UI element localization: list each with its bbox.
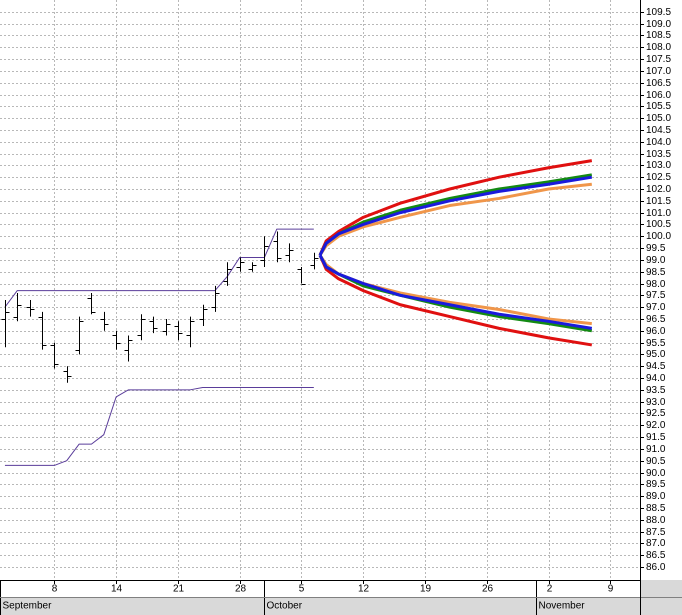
y-tick-label: 86.0	[646, 562, 666, 573]
line-series	[318, 159, 593, 256]
y-tick-label: 105.5	[646, 101, 671, 112]
x-tick-label: 5	[299, 584, 305, 595]
y-tick-label: 107.0	[646, 66, 671, 77]
y-tick-label: 89.0	[646, 491, 666, 502]
y-tick-label: 102.0	[646, 184, 671, 195]
y-tick-label: 104.0	[646, 137, 671, 148]
y-tick-label: 96.0	[646, 326, 666, 337]
y-tick-label: 88.0	[646, 515, 666, 526]
y-tick-label: 106.5	[646, 78, 671, 89]
y-tick-label: 102.5	[646, 172, 671, 183]
month-label: October	[267, 601, 303, 612]
x-tick-label: 21	[173, 584, 185, 595]
y-tick-label: 94.0	[646, 373, 666, 384]
y-tick-label: 97.0	[646, 302, 666, 313]
month-label: November	[539, 601, 586, 612]
month-strip	[0, 597, 682, 615]
y-tick-label: 95.5	[646, 338, 666, 349]
y-tick-label: 109.5	[646, 7, 671, 18]
y-tick-label: 92.5	[646, 408, 666, 419]
line-series	[318, 175, 593, 256]
month-label: September	[3, 601, 53, 612]
y-tick-label: 97.5	[646, 290, 666, 301]
y-tick-label: 87.5	[646, 527, 666, 538]
y-tick-label: 101.5	[646, 196, 671, 207]
y-tick-label: 103.5	[646, 149, 671, 160]
line-series	[4, 386, 314, 466]
y-tick-label: 93.5	[646, 385, 666, 396]
y-tick-label: 92.0	[646, 420, 666, 431]
y-tick-label: 88.5	[646, 503, 666, 514]
x-tick-label: 9	[608, 584, 614, 595]
y-tick-label: 99.5	[646, 243, 666, 254]
y-tick-label: 96.5	[646, 314, 666, 325]
x-tick-label: 28	[235, 584, 247, 595]
y-tick-label: 100.0	[646, 231, 671, 242]
y-tick-label: 107.5	[646, 54, 671, 65]
line-series	[318, 254, 593, 330]
x-tick-label: 19	[420, 584, 432, 595]
y-tick-label: 87.0	[646, 538, 666, 549]
y-tick-label: 105.0	[646, 113, 671, 124]
y-tick-label: 104.5	[646, 125, 671, 136]
y-tick-label: 91.0	[646, 444, 666, 455]
y-tick-label: 106.0	[646, 90, 671, 101]
y-tick-label: 91.5	[646, 432, 666, 443]
y-tick-label: 99.0	[646, 255, 666, 266]
y-tick-label: 86.5	[646, 550, 666, 561]
y-tick-label: 108.5	[646, 30, 671, 41]
line-series	[318, 254, 593, 347]
y-tick-label: 98.5	[646, 267, 666, 278]
y-tick-label: 94.5	[646, 361, 666, 372]
y-tick-label: 95.0	[646, 349, 666, 360]
line-series	[4, 228, 314, 308]
x-tick-label: 12	[358, 584, 370, 595]
y-tick-label: 109.0	[646, 19, 671, 30]
x-tick-label: 8	[52, 584, 58, 595]
y-tick-label: 103.0	[646, 160, 671, 171]
y-tick-label: 89.5	[646, 479, 666, 490]
y-tick-label: 93.0	[646, 397, 666, 408]
y-tick-label: 98.0	[646, 279, 666, 290]
y-tick-label: 90.0	[646, 468, 666, 479]
y-tick-label: 101.0	[646, 208, 671, 219]
x-tick-label: 26	[482, 584, 494, 595]
line-series	[318, 182, 592, 256]
x-tick-label: 14	[111, 584, 123, 595]
x-tick-label: 2	[547, 584, 553, 595]
y-tick-label: 108.0	[646, 42, 671, 53]
y-tick-label: 90.5	[646, 456, 666, 467]
y-tick-label: 100.5	[646, 219, 671, 230]
